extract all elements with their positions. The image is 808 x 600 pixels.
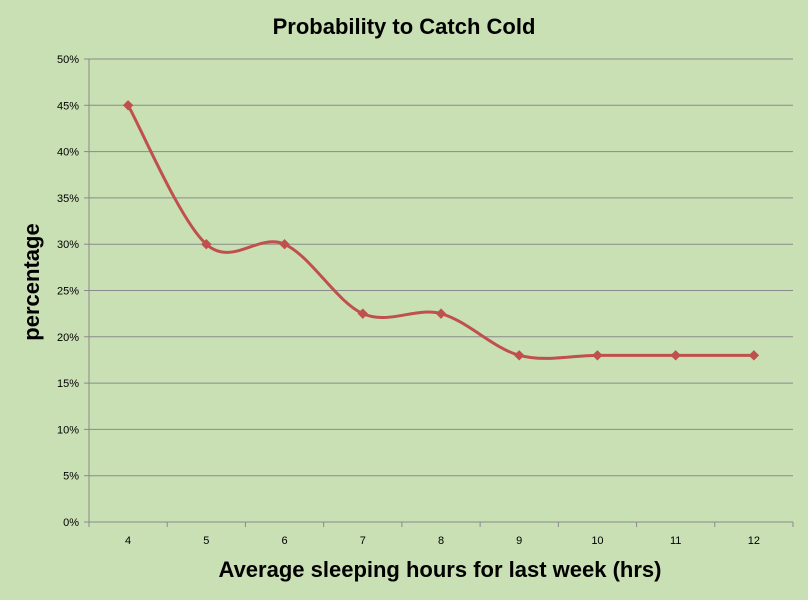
y-tick-label: 10% — [57, 424, 79, 436]
x-tick-label: 5 — [203, 535, 209, 547]
chart-title: Probability to Catch Cold — [273, 14, 536, 39]
y-tick-label: 25% — [57, 286, 79, 298]
x-tick-label: 11 — [670, 535, 681, 547]
y-tick-label: 20% — [57, 332, 79, 344]
x-tick-label: 9 — [516, 535, 522, 547]
x-tick-labels: 4 5 6 7 8 9 10 11 12 — [125, 535, 760, 547]
data-point-marker — [592, 350, 603, 361]
x-tick-label: 6 — [281, 535, 287, 547]
data-point-marker — [435, 308, 447, 319]
y-axis-title: percentage — [19, 223, 44, 340]
x-axis-title: Average sleeping hours for last week (hr… — [219, 557, 662, 582]
x-tick-label: 4 — [125, 535, 131, 547]
axes — [84, 58, 794, 527]
data-point-marker — [279, 238, 290, 250]
data-point-marker — [514, 350, 525, 361]
y-tick-label: 35% — [57, 193, 79, 205]
y-tick-label: 30% — [57, 239, 79, 251]
x-tick-label: 7 — [360, 535, 366, 547]
y-tick-label: 45% — [57, 100, 79, 112]
data-markers — [122, 100, 760, 361]
series-layer — [126, 103, 756, 360]
x-tick-label: 8 — [438, 535, 444, 547]
x-tick-label: 10 — [591, 535, 603, 547]
y-tick-label: 0% — [63, 517, 79, 529]
data-point-marker — [122, 100, 134, 111]
x-tick-label: 12 — [748, 535, 760, 547]
gridlines — [89, 58, 793, 477]
data-point-marker — [670, 350, 681, 361]
y-tick-label: 15% — [57, 378, 79, 390]
y-tick-label: 5% — [63, 471, 79, 483]
y-tick-label: 50% — [57, 54, 79, 66]
series-line — [126, 103, 756, 360]
y-tick-labels: 0% 5% 10% 15% 20% 25% 30% 35% 40% 45% 50% — [57, 54, 79, 529]
data-point-marker — [748, 350, 760, 361]
data-point-marker — [201, 238, 212, 250]
data-point-marker — [357, 308, 368, 319]
y-tick-label: 40% — [57, 147, 79, 159]
